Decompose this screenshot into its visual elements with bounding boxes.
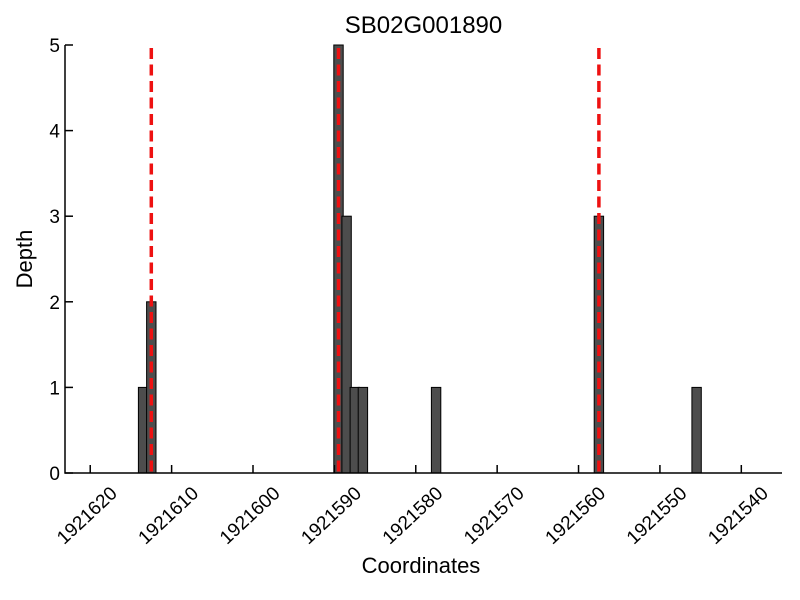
x-tick-label: 1921550 [623,483,691,549]
depth-bar [357,386,369,474]
y-tick-label: 1 [49,378,60,399]
x-tick-label: 1921540 [704,483,772,549]
axis-spine [64,45,782,474]
y-axis-label: Depth [12,229,37,289]
depth-bar [691,386,702,474]
y-tick-label: 3 [49,207,60,228]
y-tick-label: 2 [49,293,60,314]
x-tick-label: 1921580 [379,483,447,549]
x-tick-label: 1921620 [53,483,121,549]
x-tick-label: 1921590 [297,483,365,549]
x-tick-label: 1921610 [135,483,203,549]
chart-title: SB02G001890 [344,12,503,39]
x-tick-label: 1921570 [460,483,528,549]
y-tick-label: 0 [49,464,60,485]
x-tick-label: 1921600 [216,483,284,549]
y-tick-label: 4 [49,122,60,143]
depth-bar [430,386,442,474]
x-tick-label: 1921560 [542,483,610,549]
y-tick-label: 5 [49,36,60,57]
x-axis-label: Coordinates [361,553,481,578]
